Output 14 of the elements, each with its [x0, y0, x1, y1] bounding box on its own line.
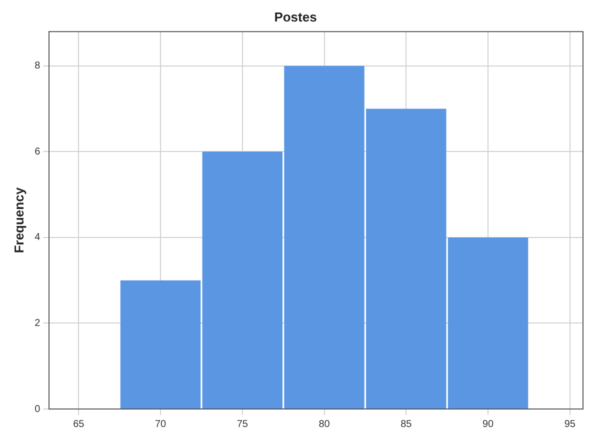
x-tick-label: 90 — [482, 418, 494, 430]
y-tick-label: 8 — [34, 60, 41, 72]
y-tick-label: 4 — [34, 232, 41, 244]
chart-title: Postes — [274, 9, 317, 24]
y-tick-label: 2 — [34, 318, 41, 329]
y-axis-title: Frequency — [11, 186, 26, 254]
x-tick-label: 80 — [318, 418, 330, 430]
x-tick-label: 85 — [400, 418, 412, 430]
x-tick-label: 70 — [154, 418, 167, 430]
x-tick-label: 75 — [236, 418, 248, 430]
y-tick-label: 6 — [34, 146, 41, 158]
x-tick-label: 95 — [564, 418, 576, 430]
y-tick-label: 0 — [34, 404, 41, 415]
x-tick-label: 65 — [73, 418, 85, 430]
